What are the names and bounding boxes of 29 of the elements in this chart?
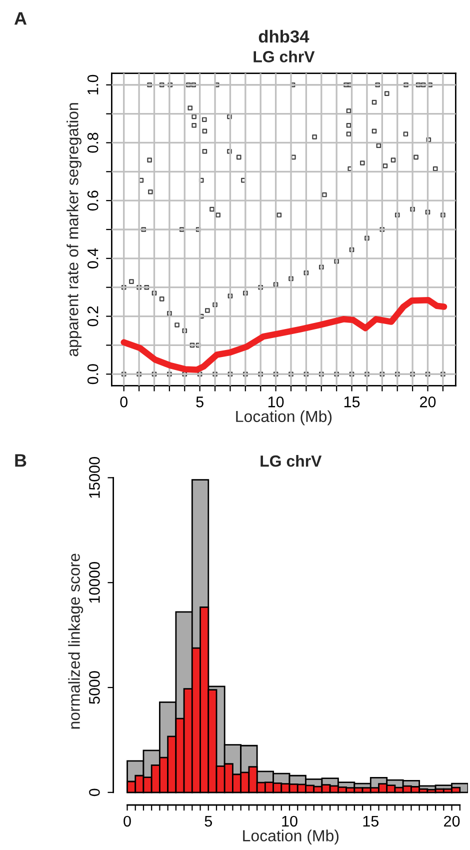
y-tick-label: 0.2: [87, 306, 98, 326]
x-tick-label: 15: [363, 816, 378, 827]
y-axis-title: apparent rate of marker segregation: [66, 103, 82, 356]
x-tick-label: 0: [124, 816, 131, 827]
text: B: [15, 454, 26, 467]
x-axis-title: Location (Mb): [243, 830, 338, 845]
text: A: [14, 12, 27, 25]
chart-subtitle: LG chrV: [254, 50, 315, 62]
x-tick-label: 20: [444, 816, 460, 827]
y-tick-label: 0.8: [87, 132, 98, 153]
y-tick-label: 10000: [89, 562, 100, 603]
y-tick-label: 5000: [89, 671, 100, 704]
x-tick-label: 5: [204, 816, 212, 827]
x-tick-label: 10: [268, 396, 284, 408]
x-tick-label: 5: [196, 396, 204, 408]
y-tick-label: 1.0: [87, 74, 98, 94]
x-tick-label: 20: [420, 396, 436, 408]
x-tick-label: 0: [120, 396, 128, 408]
chart-title: dhb34: [258, 30, 310, 43]
y-tick-label: 0.0: [87, 364, 98, 384]
y-tick-label: 0.6: [87, 190, 98, 211]
x-axis-title: Location (Mb): [236, 410, 332, 426]
y-tick-label: 0.4: [87, 248, 98, 268]
x-tick-label: 15: [344, 396, 360, 408]
y-tick-label: 0: [89, 788, 100, 796]
chart-title: LG chrV: [260, 455, 322, 467]
y-tick-label: 15000: [89, 457, 100, 498]
x-tick-label: 10: [282, 816, 298, 827]
y-axis-title: normalized linkage score: [68, 554, 84, 729]
